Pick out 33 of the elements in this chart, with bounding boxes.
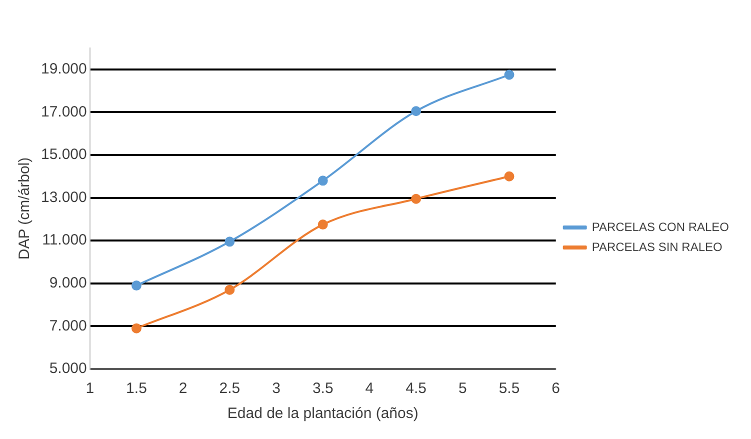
- point: [504, 70, 514, 80]
- y-tick-label: 7.000: [49, 317, 87, 334]
- y-tick-label: 11.000: [42, 232, 87, 249]
- point: [411, 194, 422, 204]
- legend-label: PARCELAS SIN RALEO: [592, 240, 722, 254]
- point: [318, 220, 328, 230]
- y-tick-label: 5.000: [49, 360, 87, 378]
- x-tick-label: 3: [272, 380, 280, 398]
- y-tick-label: 13.000: [40, 188, 87, 206]
- x-tick-label: 6: [552, 380, 560, 398]
- y-tick-label: 15.000: [40, 146, 87, 164]
- legend-label: PARCELAS CON RALEO: [592, 220, 730, 234]
- x-tick-label: 2: [178, 380, 188, 398]
- point: [504, 171, 514, 182]
- x-tick-label: 3.5: [312, 380, 334, 398]
- y-tick-label: 19.000: [40, 60, 87, 78]
- x-tick-label: 1: [86, 380, 94, 398]
- point: [224, 236, 235, 247]
- x-tick-label: 1.5: [126, 380, 147, 398]
- point: [131, 280, 142, 291]
- point: [318, 176, 328, 186]
- point: [224, 284, 235, 295]
- y-tick-label: 9.000: [49, 274, 87, 292]
- x-tick-label: 5.5: [498, 380, 520, 398]
- x-tick-label: 2.5: [219, 380, 240, 398]
- x-tick-label: 4: [365, 380, 374, 398]
- point: [411, 106, 422, 116]
- y-tick-label: 17.000: [40, 103, 87, 120]
- x-tick-label: 5: [458, 380, 467, 398]
- point: [131, 323, 142, 334]
- x-axis-title: Edad de la plantación (años): [227, 405, 418, 422]
- x-tick-label: 4.5: [406, 380, 426, 398]
- y-axis-title: DAP (cm/árbol): [16, 157, 34, 260]
